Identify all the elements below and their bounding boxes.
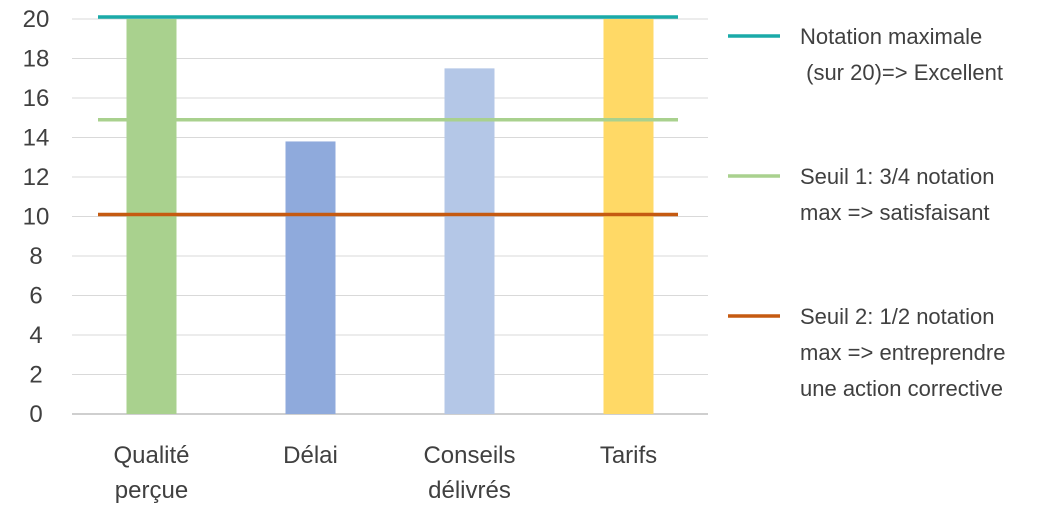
- x-category-label: Tarifs: [600, 442, 657, 469]
- x-axis-categories: Qualité perçue Délai Conseils délivrés Tarifs: [113, 442, 657, 504]
- grid-layer: [72, 18, 708, 415]
- bar: [603, 19, 654, 414]
- bars-layer: [126, 19, 654, 414]
- y-tick-label: 14: [23, 125, 50, 152]
- legend-label: Notation maximale: [800, 24, 982, 49]
- legend: Notation maximale (sur 20)=> Excellent Se…: [728, 24, 1005, 401]
- reference-lines-layer: [98, 15, 678, 217]
- y-tick-label: 6: [29, 283, 42, 310]
- y-tick-label: 4: [29, 322, 42, 349]
- y-tick-label: 12: [23, 164, 50, 191]
- y-tick-label: 16: [23, 85, 50, 112]
- bar: [126, 19, 177, 414]
- y-tick-label: 20: [23, 6, 50, 33]
- legend-label: Seuil 2: 1/2 notation: [800, 304, 994, 329]
- y-tick-label: 2: [29, 362, 42, 389]
- x-category-label: délivrés: [428, 477, 511, 504]
- legend-label: (sur 20)=> Excellent: [800, 60, 1003, 85]
- legend-label: max => entreprendre: [800, 340, 1005, 365]
- bar: [444, 68, 495, 414]
- legend-label: max => satisfaisant: [800, 200, 990, 225]
- x-category-label: Qualité: [113, 442, 189, 469]
- y-axis-ticks: 0 2 4 6 8 10 12 14 16 18 20: [23, 6, 50, 428]
- x-category-label: Conseils: [423, 442, 515, 469]
- x-category-label: Délai: [283, 442, 338, 469]
- bar: [285, 141, 336, 414]
- y-tick-label: 8: [29, 243, 42, 270]
- y-tick-label: 18: [23, 46, 50, 73]
- legend-label: une action corrective: [800, 376, 1003, 401]
- y-tick-label: 0: [29, 401, 42, 428]
- legend-label: Seuil 1: 3/4 notation: [800, 164, 994, 189]
- x-category-label: perçue: [115, 477, 188, 504]
- y-tick-label: 10: [23, 204, 50, 231]
